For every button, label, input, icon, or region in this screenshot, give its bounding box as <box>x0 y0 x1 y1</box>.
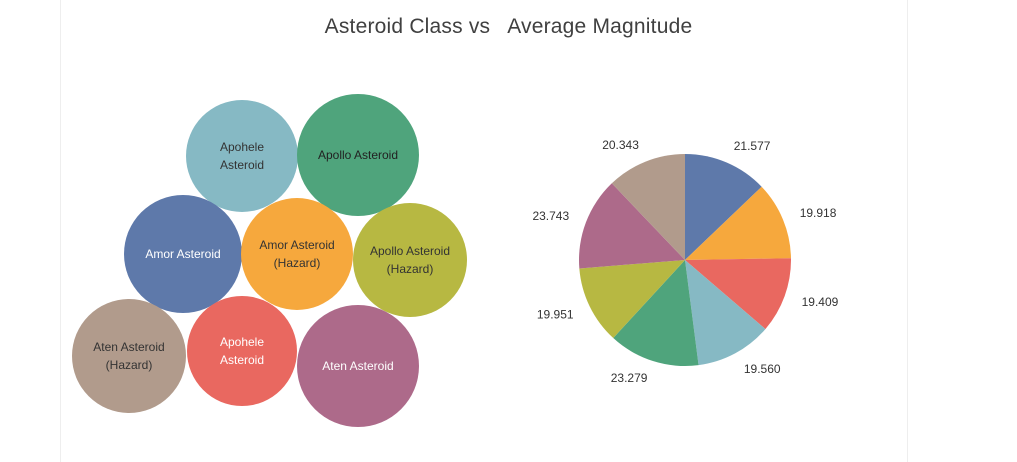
pie-data-label: 19.560 <box>744 362 781 376</box>
pie-slice[interactable] <box>685 258 791 330</box>
bubble-label: (Hazard) <box>387 262 434 276</box>
pie-slice[interactable] <box>579 260 685 339</box>
bubble-circle <box>297 94 419 216</box>
pie-data-label: 19.951 <box>537 307 574 321</box>
bubble[interactable]: Amor Asteroid <box>124 195 242 313</box>
bubble-circle <box>187 296 297 406</box>
pie-slice[interactable] <box>685 154 762 260</box>
pie-slice[interactable] <box>685 260 766 366</box>
bubble-circle <box>124 195 242 313</box>
bubble[interactable]: Aten Asteroid (Hazard) <box>72 299 186 413</box>
pie-data-label: 19.409 <box>802 295 839 309</box>
pie-data-label: 20.343 <box>602 138 639 152</box>
bubble-circle <box>72 299 186 413</box>
pie-data-label: 21.577 <box>734 139 771 153</box>
bubble-label: Apohele <box>220 335 264 349</box>
bubble-label: Apollo Asteroid <box>370 244 450 258</box>
bubble-label: Apohele <box>220 140 264 154</box>
bubble[interactable]: Apollo Asteroid (Hazard) <box>353 203 467 317</box>
bubble[interactable]: Amor Asteroid (Hazard) <box>241 198 353 310</box>
bubble-label: Amor Asteroid <box>145 247 220 261</box>
bubble-circle <box>241 198 353 310</box>
pie-data-label: 23.743 <box>532 209 569 223</box>
bubble-label: Asteroid <box>220 353 264 367</box>
bubble-label: Asteroid <box>220 158 264 172</box>
bubble-label: Aten Asteroid <box>93 340 164 354</box>
chart-title: Asteroid Class vs Average Magnitude <box>324 15 693 38</box>
bubble-circle <box>353 203 467 317</box>
pie-slice[interactable] <box>579 183 685 269</box>
bubble[interactable]: Apohele Asteroid <box>187 296 297 406</box>
bubble-circle <box>297 305 419 427</box>
pie-chart: 21.577 19.918 19.409 19.560 23.279 19.951 23.7… <box>532 138 838 385</box>
bubble-label: Amor Asteroid <box>259 238 334 252</box>
bubble-label: (Hazard) <box>274 256 321 270</box>
pie-data-label: 19.918 <box>800 206 837 220</box>
bubble[interactable]: Apohele Asteroid <box>186 100 298 212</box>
bubble[interactable]: Apollo Asteroid <box>297 94 419 216</box>
pie-slice[interactable] <box>613 260 699 366</box>
pie-slice[interactable] <box>611 154 685 260</box>
pie-slice[interactable] <box>685 186 791 260</box>
bubble[interactable]: Aten Asteroid <box>297 305 419 427</box>
bubble-label: (Hazard) <box>106 358 153 372</box>
bubble-label: Aten Asteroid <box>322 359 393 373</box>
pie-data-label: 23.279 <box>611 371 648 385</box>
bubble-chart: Apohele Asteroid Apollo Asteroid Amor Aster… <box>72 94 467 427</box>
bubble-circle <box>186 100 298 212</box>
dashboard-panel <box>60 0 908 462</box>
bubble-label: Apollo Asteroid <box>318 148 398 162</box>
